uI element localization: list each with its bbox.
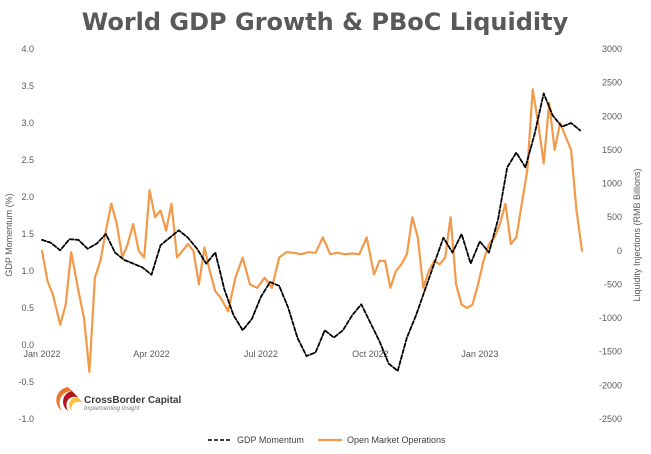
- right-tick-label: 2000: [602, 111, 622, 121]
- right-tick-label: 0: [617, 246, 622, 256]
- right-tick-label: -1000: [599, 313, 622, 323]
- right-tick-label: 1000: [602, 179, 622, 189]
- right-tick-label: -2000: [599, 380, 622, 390]
- left-tick-label: 0.5: [21, 303, 34, 313]
- x-tick-label: Jan 2023: [461, 349, 498, 359]
- x-tick-label: Apr 2022: [133, 349, 170, 359]
- left-axis-label: GDP Momentum (%): [4, 193, 14, 276]
- right-tick-label: -500: [604, 279, 622, 289]
- right-tick-label: 3000: [602, 44, 622, 54]
- legend: GDP Momentum Open Market Operations: [208, 435, 446, 445]
- left-axis-ticks: 4.0 3.5 3.0 2.5 2.0 1.5 1.0 0.5 0.0 -0.5 -1.0: [18, 44, 34, 424]
- left-tick-label: -0.5: [18, 377, 34, 387]
- right-tick-label: 1500: [602, 145, 622, 155]
- legend-omo-label: Open Market Operations: [347, 435, 446, 445]
- right-tick-label: 2500: [602, 78, 622, 88]
- right-tick-label: -2500: [599, 414, 622, 424]
- left-tick-label: -1.0: [18, 414, 34, 424]
- left-tick-label: 3.0: [21, 118, 34, 128]
- left-tick-label: 2.5: [21, 155, 34, 165]
- legend-gdp-label: GDP Momentum: [237, 435, 304, 445]
- logo-tagline: Implementing Insight: [84, 406, 140, 412]
- left-tick-label: 2.0: [21, 192, 34, 202]
- x-tick-label: Oct 2022: [352, 349, 389, 359]
- left-tick-label: 4.0: [21, 44, 34, 54]
- right-axis-ticks: 3000 2500 2000 1500 1000 500 0 -500 -1000 -1500 -2…: [599, 44, 622, 424]
- omo-series-line: [40, 88, 584, 373]
- right-tick-label: 500: [607, 212, 622, 222]
- x-tick-label: Jul 2022: [244, 349, 278, 359]
- logo-name: CrossBorder Capital: [84, 395, 181, 406]
- logo-swoosh-icon: [63, 391, 78, 411]
- chart-title: World GDP Growth & PBoC Liquidity: [82, 8, 569, 36]
- logo-swoosh-icon: [69, 397, 82, 411]
- gdp-series-line: [41, 92, 582, 372]
- right-axis-label: Liquidity Injections (RMB Billions): [632, 168, 642, 301]
- x-tick-label: Jan 2022: [23, 349, 60, 359]
- left-tick-label: 3.5: [21, 81, 34, 91]
- x-axis-ticks: Jan 2022 Apr 2022 Jul 2022 Oct 2022 Jan 2023: [23, 349, 498, 359]
- left-tick-label: 1.5: [21, 229, 34, 239]
- series-layer: [40, 88, 584, 373]
- left-tick-label: 0.0: [21, 340, 34, 350]
- logo-swoosh-icon: [56, 387, 72, 411]
- left-tick-label: 1.0: [21, 266, 34, 276]
- right-tick-label: -1500: [599, 347, 622, 357]
- crossborder-logo: CrossBorder Capital Implementing Insight: [56, 387, 181, 412]
